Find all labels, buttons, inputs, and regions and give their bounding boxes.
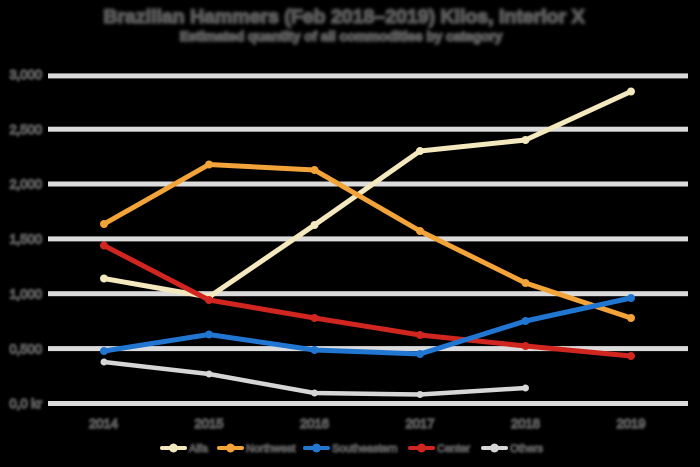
- svg-text:2018: 2018: [511, 416, 540, 431]
- svg-text:2,000: 2,000: [9, 177, 42, 192]
- svg-text:0,0 kr: 0,0 kr: [9, 396, 42, 411]
- svg-text:Southeastern: Southeastern: [332, 443, 397, 455]
- svg-text:2019: 2019: [617, 416, 646, 431]
- svg-text:Northwest: Northwest: [246, 443, 296, 455]
- svg-text:1,500: 1,500: [9, 232, 42, 247]
- svg-text:Brazilian Hammers (Feb 2018–20: Brazilian Hammers (Feb 2018–2019) Kilos,…: [103, 6, 584, 28]
- svg-text:2015: 2015: [195, 416, 224, 431]
- svg-text:Others: Others: [510, 443, 544, 455]
- svg-text:0,500: 0,500: [9, 342, 42, 357]
- svg-text:1,000: 1,000: [9, 287, 42, 302]
- svg-text:3,000: 3,000: [9, 67, 42, 82]
- svg-text:2017: 2017: [406, 416, 435, 431]
- svg-text:2016: 2016: [300, 416, 329, 431]
- svg-text:Alfa: Alfa: [189, 443, 209, 455]
- svg-text:2014: 2014: [89, 416, 118, 431]
- svg-text:Estimated quantity of all comm: Estimated quantity of all commodities by…: [180, 29, 503, 44]
- svg-text:2,500: 2,500: [9, 122, 42, 137]
- svg-text:Center: Center: [437, 443, 470, 455]
